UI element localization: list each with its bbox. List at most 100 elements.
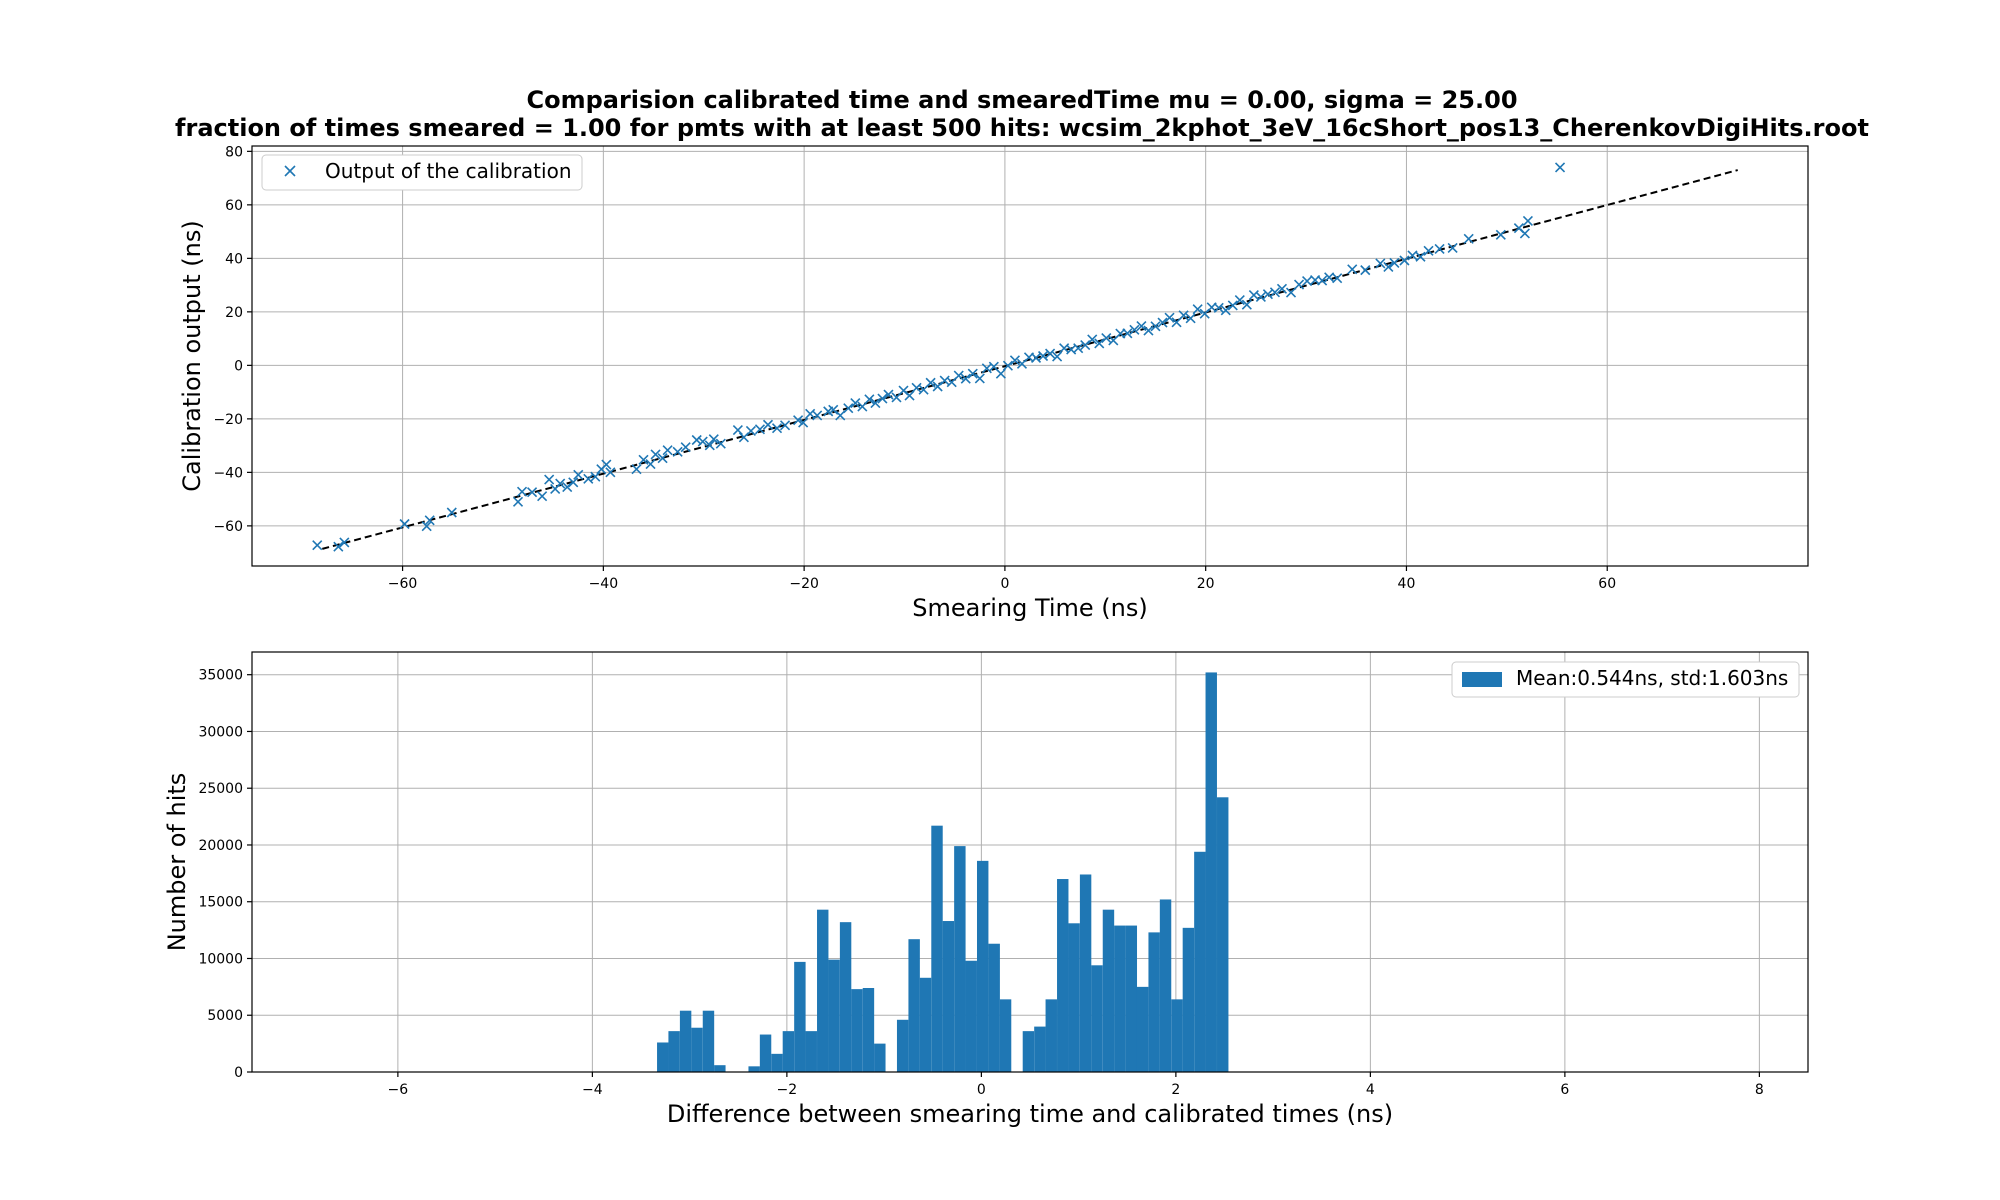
histogram-bar: [1194, 851, 1206, 1072]
histogram-bar: [1057, 879, 1069, 1072]
scatter-point: [1157, 317, 1168, 328]
scatter-point: [1269, 287, 1281, 298]
histogram-y-tick-label: 5000: [207, 1008, 243, 1024]
histogram-bar: [691, 1027, 703, 1072]
histogram-x-tick-label: 4: [1366, 1082, 1375, 1098]
histogram-bar: [714, 1065, 726, 1072]
histogram-bars: [657, 672, 1229, 1072]
histogram-y-ticks: 0 5000 10000 15000 20000 25000 30000 35000: [198, 668, 252, 1081]
scatter-point: [1094, 338, 1105, 349]
histogram-bar: [1136, 986, 1149, 1072]
scatter-point: [925, 377, 936, 388]
histogram-bar: [657, 1042, 669, 1072]
scatter-point: [333, 541, 344, 552]
scatter-point: [1101, 333, 1112, 344]
scatter-point: [1164, 312, 1175, 323]
histogram-y-tick-label: 10000: [198, 951, 243, 967]
scatter-point: [932, 381, 943, 392]
figure-title-line1: Comparision calibrated time and smearedT…: [526, 86, 1517, 114]
histogram-bar: [1125, 925, 1138, 1072]
scatter-x-axis-label: Smearing Time (ns): [912, 594, 1148, 622]
scatter-point: [1178, 310, 1189, 321]
scatter-point: [1227, 300, 1238, 311]
histogram-x-tick-label: 0: [977, 1082, 986, 1098]
histogram-y-tick-label: 25000: [198, 781, 243, 797]
scatter-point: [1052, 351, 1063, 362]
scatter-point: [1143, 325, 1154, 336]
scatter-point: [1220, 305, 1231, 316]
scatter-point: [631, 464, 642, 475]
scatter-point: [850, 398, 861, 409]
scatter-y-tick-label: 20: [225, 305, 243, 321]
scatter-point: [762, 419, 774, 430]
histogram-bar: [1148, 932, 1160, 1072]
histogram-bar: [965, 960, 977, 1072]
scatter-y-tick-label: −60: [213, 519, 243, 535]
histogram-bar: [1159, 899, 1172, 1072]
histogram-bar: [976, 860, 989, 1072]
scatter-point: [516, 486, 528, 497]
scatter-point: [1073, 343, 1084, 354]
scatter-point: [527, 487, 538, 498]
histogram-x-tick-label: 2: [1171, 1082, 1180, 1098]
histogram-grid: [252, 652, 1808, 1073]
scatter-point: [1129, 324, 1140, 335]
scatter-point: [1447, 242, 1458, 253]
scatter-point: [562, 482, 573, 493]
scatter-point: [1234, 295, 1245, 306]
scatter-point: [1519, 228, 1530, 239]
scatter-point: [1136, 320, 1147, 332]
scatter-point: [399, 518, 410, 530]
scatter-point: [424, 515, 435, 526]
histogram-y-tick-label: 15000: [198, 895, 243, 911]
histogram-x-ticks: −6 −4 −2 0 2 4 6 8: [388, 1072, 1764, 1098]
histogram-bar: [942, 921, 955, 1072]
histogram-x-tick-label: −4: [582, 1082, 603, 1098]
histogram-bar: [771, 1053, 783, 1072]
scatter-point: [645, 459, 656, 470]
scatter-point: [573, 469, 584, 480]
scatter-point: [745, 425, 756, 436]
scatter-point: [1423, 245, 1434, 256]
histogram-x-tick-label: −2: [777, 1082, 798, 1098]
histogram-bar: [759, 1034, 772, 1072]
scatter-point: [1045, 348, 1056, 359]
scatter-point: [1276, 283, 1288, 294]
scatter-point: [1150, 321, 1161, 332]
scatter-point: [1080, 339, 1091, 351]
histogram-bar: [908, 939, 920, 1072]
histogram-bar: [1217, 797, 1229, 1072]
histogram-y-tick-label: 0: [234, 1065, 243, 1081]
scatter-point: [672, 446, 683, 457]
scatter-point: [1302, 276, 1313, 287]
scatter-axes-frame: [251, 145, 1809, 567]
scatter-point: [911, 382, 922, 393]
scatter-point: [883, 389, 894, 400]
scatter-y-tick-label: 80: [225, 144, 243, 160]
scatter-point: [779, 420, 791, 431]
histogram-axes-frame: [251, 651, 1809, 1073]
scatter-point: [537, 491, 548, 502]
scatter-point: [590, 471, 601, 482]
scatter-point: [708, 434, 719, 445]
histogram-bar: [1034, 1026, 1046, 1072]
scatter-point: [1360, 265, 1371, 276]
scatter-x-tick-label: 0: [1000, 576, 1009, 592]
scatter-point: [953, 370, 964, 381]
histogram-bar: [954, 846, 966, 1072]
scatter-point: [1399, 255, 1410, 266]
scatter-point: [877, 393, 888, 404]
scatter-point: [812, 410, 823, 421]
scatter-legend-marker: [284, 165, 296, 177]
scatter-point: [1375, 258, 1386, 269]
scatter-panel: −60 −40 −20 0 20 40 60 −60 −40 −20 0 20 40 60 80 Smea…: [178, 144, 1809, 622]
scatter-point: [657, 453, 668, 464]
histogram-legend-label: Mean:0.544ns, std:1.603ns: [1516, 666, 1788, 690]
scatter-point: [798, 417, 809, 428]
scatter-point: [828, 404, 839, 415]
scatter-point: [691, 434, 702, 446]
histogram-x-tick-label: 6: [1560, 1082, 1569, 1098]
scatter-fit-line: [322, 169, 1738, 550]
scatter-legend-label: Output of the calibration: [325, 159, 572, 183]
scatter-points: [313, 163, 1566, 552]
